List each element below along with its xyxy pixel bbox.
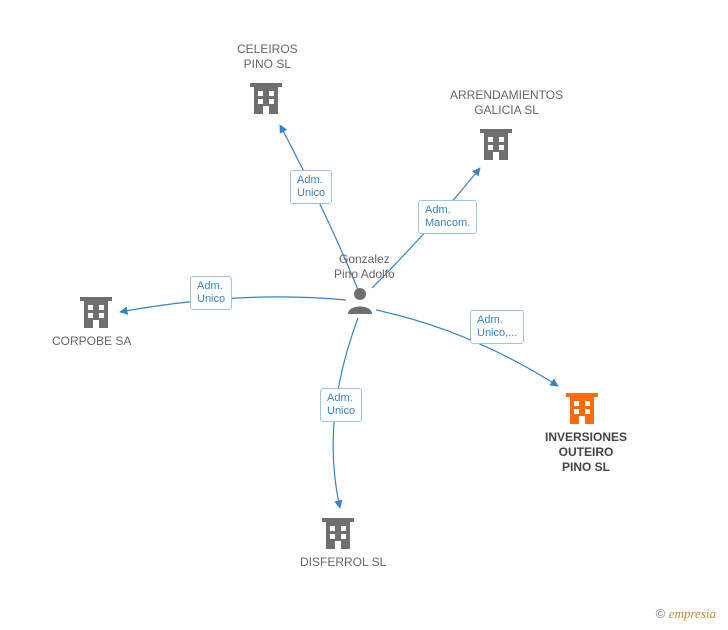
node-label-disferrol: DISFERROL SL bbox=[300, 555, 386, 570]
center-label-line2: Pino Adolfo bbox=[334, 267, 395, 281]
building-icon bbox=[78, 294, 114, 335]
center-node-label: Gonzalez Pino Adolfo bbox=[334, 252, 395, 282]
edge-label-disferrol: Adm. Unico bbox=[320, 388, 362, 422]
edge-label-arrendamientos: Adm. Mancom. bbox=[418, 200, 477, 234]
building-icon bbox=[564, 390, 600, 431]
node-label-celeiros: CELEIROS PINO SL bbox=[237, 42, 298, 72]
node-label-inversiones: INVERSIONES OUTEIRO PINO SL bbox=[545, 430, 627, 475]
building-icon bbox=[248, 80, 284, 121]
edge-inversiones bbox=[376, 310, 558, 386]
edge-label-corpobe: Adm. Unico bbox=[190, 276, 232, 310]
node-label-arrendamientos: ARRENDAMIENTOS GALICIA SL bbox=[450, 88, 563, 118]
building-icon bbox=[478, 126, 514, 167]
center-label-line1: Gonzalez bbox=[339, 252, 390, 266]
building-icon bbox=[320, 515, 356, 556]
edge-label-inversiones: Adm. Unico,... bbox=[470, 310, 524, 344]
person-icon bbox=[344, 284, 376, 321]
watermark: © empresia bbox=[656, 606, 716, 622]
brand-rest: mpresia bbox=[675, 606, 716, 621]
edge-label-celeiros: Adm. Unico bbox=[290, 170, 332, 204]
copyright-symbol: © bbox=[656, 606, 666, 621]
edge-corpobe bbox=[120, 297, 346, 312]
node-label-corpobe: CORPOBE SA bbox=[52, 334, 131, 349]
